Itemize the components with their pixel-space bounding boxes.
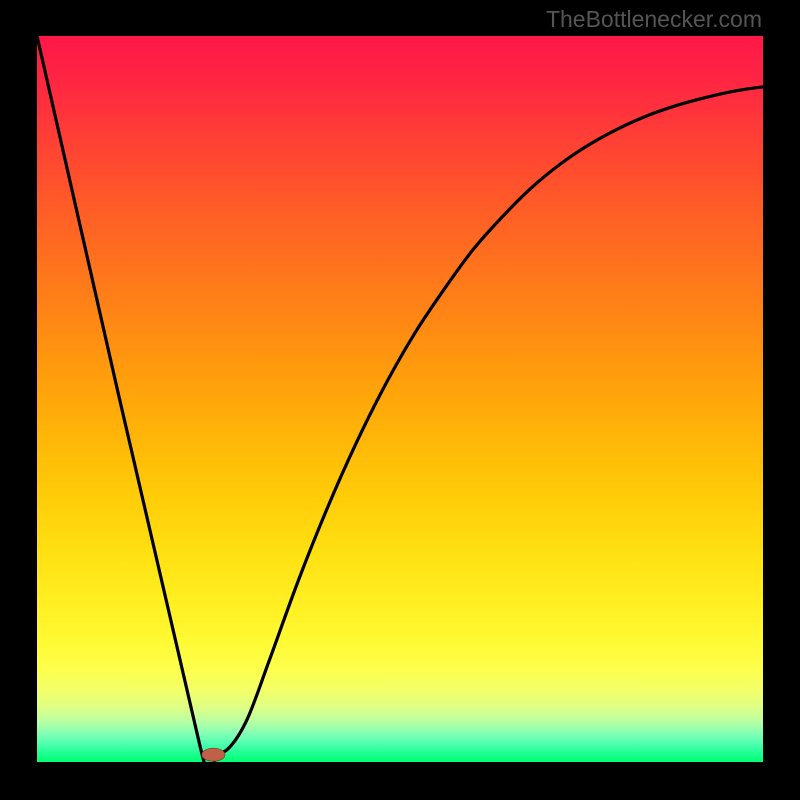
heat-gradient-background	[37, 36, 763, 762]
optimum-marker	[202, 748, 225, 761]
bottleneck-chart	[37, 36, 763, 762]
watermark-text: TheBottlenecker.com	[546, 6, 762, 33]
outer-frame: TheBottlenecker.com	[0, 0, 800, 800]
